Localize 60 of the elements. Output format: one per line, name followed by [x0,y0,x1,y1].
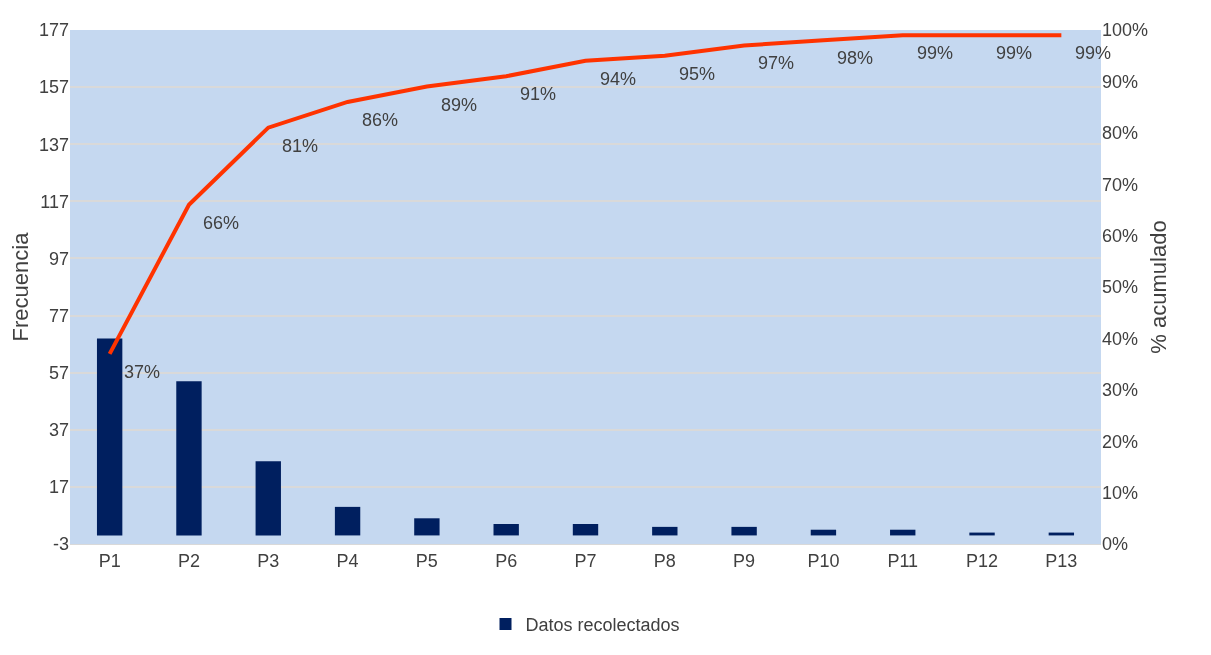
line-series [107,33,1064,356]
bar [255,461,281,536]
x-tick-label: P9 [733,550,756,571]
y2-tick-label: 30% [1102,380,1139,401]
x-tick-label: P4 [336,550,359,571]
bar [572,524,599,536]
data-label: 94% [600,69,637,89]
bar [731,526,757,536]
y2-tick-label: 0% [1102,534,1129,555]
y2-tick-label: 10% [1102,482,1139,503]
data-label: 86% [362,110,399,130]
y2-tick-label: 20% [1102,431,1139,452]
y2-tick-label: 100% [1102,20,1149,41]
y2-tick-label: 80% [1102,123,1139,144]
y-tick-label: 97 [48,248,69,269]
bar [414,518,440,536]
y-tick-label: 57 [48,362,69,383]
data-label: 89% [441,95,478,115]
bar [176,381,202,536]
x-tick-label: P12 [966,550,999,571]
y-tick-label: 77 [48,305,69,326]
data-label: 99% [917,43,954,63]
x-tick-label: P10 [807,550,840,571]
data-label: 99% [996,43,1033,63]
y2-tick-label: 60% [1102,225,1139,246]
data-label: 99% [1075,43,1112,63]
x-tick-label: P5 [415,550,438,571]
y-tick-label: 157 [38,77,69,98]
y-tick-label: 37 [48,420,69,441]
y2-tick-label: 40% [1102,328,1139,349]
y2-tick-label: 70% [1102,174,1139,195]
y2-tick-label: 90% [1102,71,1139,92]
data-label: 81% [282,136,319,156]
bar [493,524,519,536]
bar [96,338,123,536]
y-tick-label: 17 [48,477,69,498]
x-tick-label: P8 [653,550,676,571]
y2-axis-title: % acumulado [1146,220,1171,354]
y-tick-label: 137 [38,134,69,155]
data-label: 95% [679,64,716,84]
bar [652,526,678,536]
x-tick-label: P3 [257,550,280,571]
x-tick-label: P13 [1045,550,1078,571]
data-label: 97% [758,53,795,73]
data-label: 91% [520,84,557,104]
y-tick-label: -3 [52,534,69,555]
bar [334,506,361,536]
x-tick-label: P1 [98,550,121,571]
data-label: 98% [837,48,874,68]
x-tick-label: P6 [495,550,518,571]
y-tick-label: 117 [40,191,69,212]
y-axis-title: Frecuencia [7,231,33,342]
x-tick-label: P7 [574,550,597,571]
data-label: 37% [124,362,161,382]
y-tick-label: 177 [38,20,69,41]
y2-tick-label: 50% [1102,277,1139,298]
data-label: 66% [203,213,240,233]
x-tick-label: P11 [887,550,919,571]
legend-label: Datos recolectados [525,614,680,635]
x-tick-label: P2 [177,550,200,571]
